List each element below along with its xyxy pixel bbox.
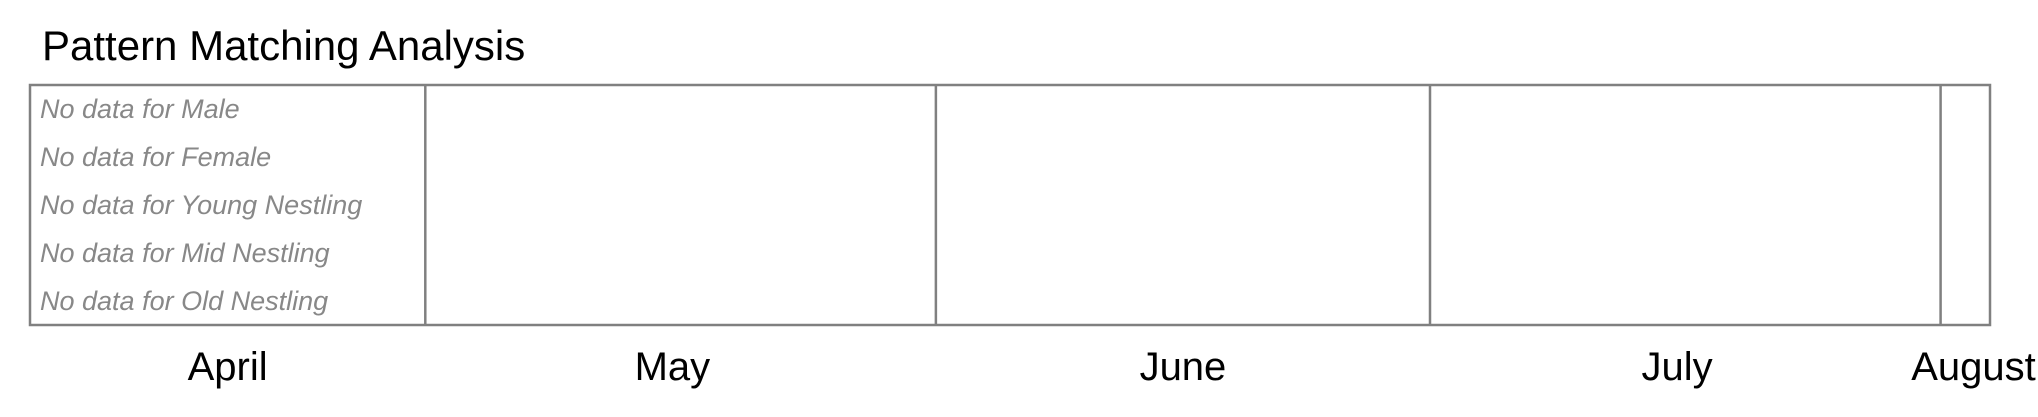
month-tick-label: April <box>188 345 268 389</box>
no-data-label: No data for Female <box>40 142 271 172</box>
no-data-label: No data for Male <box>40 94 240 124</box>
no-data-label: No data for Old Nestling <box>40 286 328 316</box>
month-tick-label: May <box>635 345 711 389</box>
chart-title: Pattern Matching Analysis <box>42 22 525 69</box>
month-tick-label: August <box>1911 345 2036 389</box>
plot-frame <box>28 83 1992 327</box>
row-labels: No data for Male No data for Female No dat… <box>40 94 362 316</box>
month-tick-label: June <box>1140 345 1227 389</box>
month-boundaries <box>424 85 1942 325</box>
month-tick-label: July <box>1641 345 1712 389</box>
month-labels: April May June July August <box>188 345 2036 389</box>
no-data-label: No data for Mid Nestling <box>40 238 330 268</box>
no-data-label: No data for Young Nestling <box>40 190 362 220</box>
